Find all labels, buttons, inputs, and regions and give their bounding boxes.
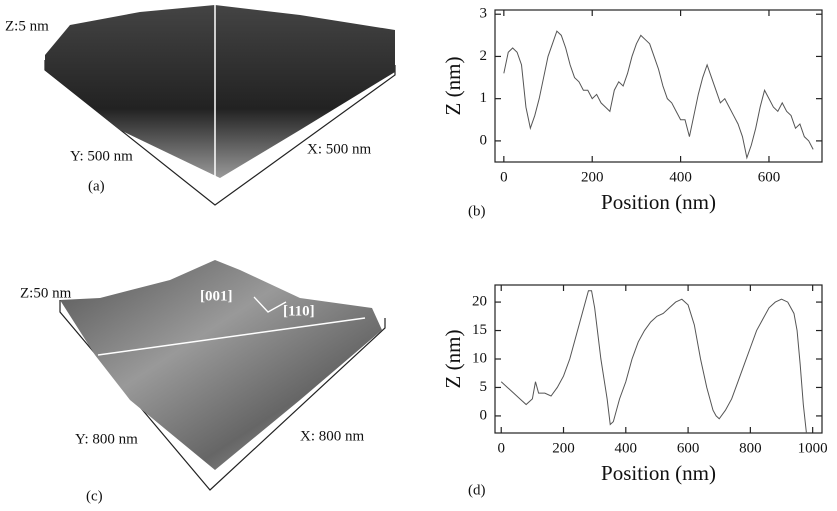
x-tick-label: 400: [615, 440, 638, 456]
afm-image-c: Z:50 nm [001] [110] Y: 800 nm X: 800 nm …: [20, 260, 386, 504]
profile-line: [503, 30, 814, 160]
y-label: Y: 500 nm: [70, 148, 133, 164]
afm-image-a: Z:5 nm Y: 500 nm X: 500 nm (a): [5, 3, 396, 206]
y-label: Y: 800 nm: [75, 431, 138, 447]
y-axis-label: Z (nm): [441, 330, 465, 389]
x-label: X: 500 nm: [307, 141, 372, 157]
profile-line: [97, 317, 366, 356]
x-tick-label: 0: [497, 440, 505, 456]
plot-frame: [494, 284, 823, 434]
y-tick-label: 0: [480, 132, 488, 148]
surface: [45, 5, 395, 178]
y-tick-label: 15: [472, 322, 487, 338]
x-axis-label: Position (nm): [601, 461, 716, 485]
x-tick-label: 800: [739, 440, 762, 456]
x-tick-label: 600: [677, 440, 700, 456]
x-tick-label: 200: [581, 169, 604, 185]
z-label: Z:5 nm: [5, 18, 49, 34]
panel-label: (a): [88, 178, 105, 194]
x-tick-label: 200: [552, 440, 575, 456]
surface: [60, 260, 382, 470]
x-axis-label: Position (nm): [601, 190, 716, 214]
panel-label: (b): [468, 203, 486, 219]
y-tick-label: 3: [480, 6, 488, 22]
panel-label: (c): [86, 488, 103, 504]
line-chart: 0 1 2 3 0 200 400 600 Position (nm) Z (nm) (b): [441, 6, 823, 219]
panel-label: (d): [468, 482, 486, 498]
x-tick-label: 600: [758, 169, 781, 185]
plot-frame: [494, 9, 823, 163]
frame: [59, 300, 386, 491]
y-tick-label: 10: [472, 350, 487, 366]
direction-arrows: [253, 296, 287, 313]
y-tick-label: 1: [480, 90, 488, 106]
profile-line: [500, 290, 807, 434]
y-axis-label: Z (nm): [441, 57, 465, 116]
y-tick-label: 0: [480, 407, 488, 423]
y-tick-label: 5: [480, 379, 488, 395]
x-label: X: 800 nm: [300, 428, 365, 444]
y-tick-label: 2: [480, 48, 488, 64]
x-tick-label: 1000: [798, 440, 828, 456]
z-label: Z:50 nm: [20, 285, 72, 301]
x-tick-label: 400: [669, 169, 692, 185]
direction-label: [110]: [283, 303, 315, 319]
direction-label: [001]: [200, 288, 233, 304]
y-tick-label: 20: [472, 294, 487, 310]
x-tick-label: 0: [500, 169, 508, 185]
